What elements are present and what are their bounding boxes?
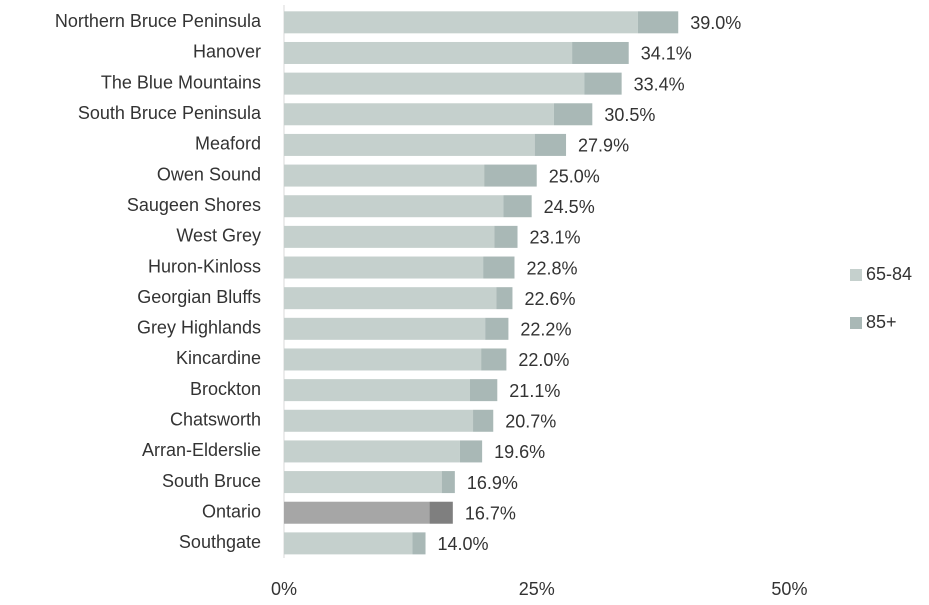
bar-segment — [284, 409, 474, 432]
bar-segment — [429, 501, 453, 524]
y-tick-label: Georgian Bluffs — [137, 287, 261, 307]
bar-segment — [473, 409, 494, 432]
y-tick-label: Hanover — [193, 42, 261, 62]
y-tick-label: Brockton — [190, 379, 261, 399]
y-tick-label: Ontario — [202, 501, 261, 521]
data-label: 20.7% — [505, 412, 556, 432]
bar-segment — [284, 532, 413, 555]
bar-segment — [284, 103, 554, 126]
bar-segment — [284, 164, 485, 187]
data-label: 22.8% — [526, 258, 577, 278]
legend-swatch — [850, 269, 862, 281]
data-label: 34.1% — [641, 44, 692, 64]
bar-segment — [284, 440, 460, 463]
data-label: 33.4% — [634, 74, 685, 94]
bar-segment — [284, 379, 471, 402]
y-tick-label: Meaford — [195, 134, 261, 154]
data-label: 27.9% — [578, 136, 629, 156]
data-label: 16.9% — [467, 473, 518, 493]
bar-segment — [572, 41, 629, 64]
y-tick-label: South Bruce — [162, 471, 261, 491]
y-tick-label: Huron-Kinloss — [148, 256, 261, 276]
bar-segment — [503, 195, 532, 218]
bar-segment — [284, 11, 638, 34]
data-label: 23.1% — [530, 228, 581, 248]
data-label: 22.0% — [518, 350, 569, 370]
legend-label: 65-84 — [866, 264, 912, 284]
y-tick-label: Kincardine — [176, 348, 261, 368]
y-tick-label: Chatsworth — [170, 410, 261, 430]
bar-segment — [496, 287, 513, 310]
bar-segment — [485, 317, 509, 340]
data-label: 19.6% — [494, 442, 545, 462]
x-tick-label: 25% — [519, 579, 555, 599]
y-tick-label: Northern Bruce Peninsula — [55, 11, 262, 31]
data-label: 30.5% — [604, 105, 655, 125]
y-tick-label: Owen Sound — [157, 164, 261, 184]
bar-segment — [284, 72, 585, 95]
bar-segment — [284, 225, 495, 248]
bar-segment — [637, 11, 679, 34]
bar-segment — [284, 133, 535, 156]
bar-segment — [284, 287, 497, 310]
y-tick-label: The Blue Mountains — [101, 72, 261, 92]
legend-swatch — [850, 317, 862, 329]
y-tick-label: Southgate — [179, 532, 261, 552]
legend-label: 85+ — [866, 312, 897, 332]
x-tick-label: 50% — [771, 579, 807, 599]
bar-segment — [481, 348, 507, 371]
bar-segment — [459, 440, 483, 463]
bar-segment — [284, 471, 442, 494]
y-tick-label: Saugeen Shores — [127, 195, 261, 215]
y-tick-label: Grey Highlands — [137, 318, 261, 338]
y-tick-label: Arran-Elderslie — [142, 440, 261, 460]
bar-segment — [284, 348, 482, 371]
bar-segment — [284, 317, 486, 340]
bar-segment — [584, 72, 622, 95]
bar-segment — [412, 532, 426, 555]
data-label: 16.7% — [465, 503, 516, 523]
bar-segment — [470, 379, 498, 402]
y-tick-label: South Bruce Peninsula — [78, 103, 262, 123]
bar-segment — [284, 195, 504, 218]
bar-segment — [483, 256, 515, 279]
bar-segment — [284, 256, 484, 279]
y-tick-label: West Grey — [176, 226, 261, 246]
bar-segment — [553, 103, 593, 126]
bar-segment — [494, 225, 518, 248]
bar-segment — [284, 41, 573, 64]
bar-segment — [484, 164, 537, 187]
data-label: 24.5% — [544, 197, 595, 217]
data-label: 14.0% — [438, 534, 489, 554]
data-label: 22.6% — [524, 289, 575, 309]
data-label: 22.2% — [520, 320, 571, 340]
data-label: 21.1% — [509, 381, 560, 401]
x-tick-label: 0% — [271, 579, 297, 599]
data-label: 39.0% — [690, 13, 741, 33]
bar-segment — [284, 501, 430, 524]
bar-segment — [441, 471, 455, 494]
data-label: 25.0% — [549, 166, 600, 186]
bar-segment — [534, 133, 567, 156]
